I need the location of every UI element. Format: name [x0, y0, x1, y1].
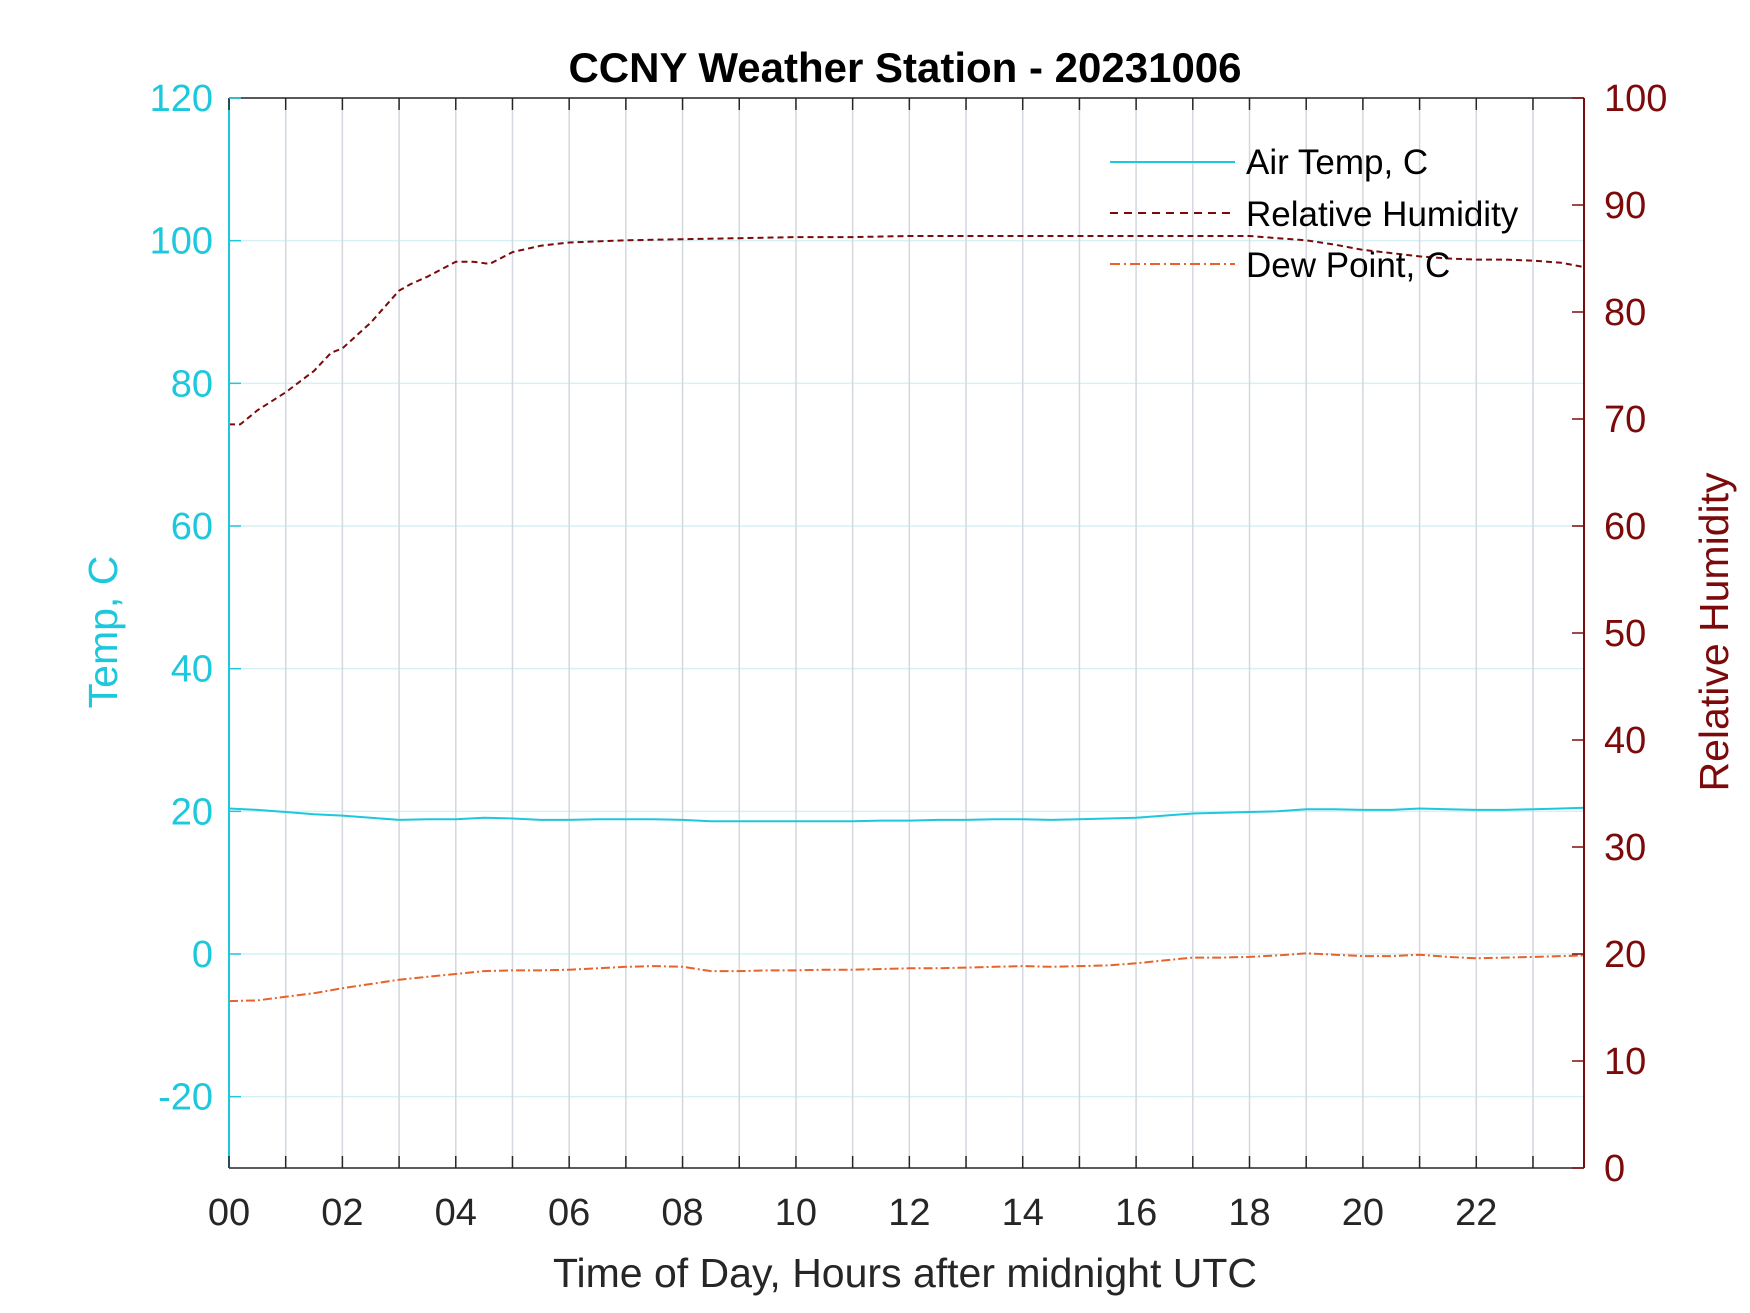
right-y-tick-label: 90: [1604, 185, 1646, 227]
data-series: [228, 235, 1585, 1003]
x-tick-label: 12: [888, 1192, 930, 1234]
x-tick-label: 22: [1455, 1192, 1497, 1234]
chart-title: CCNY Weather Station - 20231006: [568, 44, 1241, 91]
legend: Air Temp, C Relative Humidity Dew Point,…: [1110, 143, 1519, 285]
left-y-tick-label: 60: [171, 506, 213, 548]
x-tick-label: 04: [435, 1192, 477, 1234]
legend-label-relative-humidity: Relative Humidity: [1246, 195, 1519, 234]
left-y-axis-label: Temp, C: [80, 556, 126, 709]
x-tick-label: 08: [661, 1192, 703, 1234]
axes: 00 02 04 06 08 10 12 14 16 18 20 22-200204060801001…: [150, 78, 1668, 1234]
legend-label-air-temp: Air Temp, C: [1246, 143, 1428, 182]
x-tick-label: 02: [321, 1192, 363, 1234]
left-y-tick-label: -20: [158, 1077, 213, 1119]
right-y-tick-label: 10: [1604, 1041, 1646, 1083]
x-tick-label: 20: [1342, 1192, 1384, 1234]
right-y-tick-label: 20: [1604, 934, 1646, 976]
series-line-air-temp-c: [228, 806, 1585, 823]
left-y-tick-label: 40: [171, 649, 213, 691]
right-y-tick-label: 60: [1604, 506, 1646, 548]
x-tick-label: 00: [208, 1192, 250, 1234]
grid-lines: [229, 97, 1584, 1168]
series-line-relative-humidity: [229, 235, 1585, 426]
right-y-axis-label: Relative Humidity: [1691, 472, 1737, 791]
x-tick-label: 10: [775, 1192, 817, 1234]
right-y-tick-label: 70: [1604, 399, 1646, 441]
right-y-tick-label: 30: [1604, 827, 1646, 869]
left-y-tick-label: 0: [192, 934, 213, 976]
series-line-dew-point-c: [228, 952, 1585, 1003]
x-axis-label: Time of Day, Hours after midnight UTC: [553, 1250, 1257, 1296]
right-y-tick-label: 80: [1604, 292, 1646, 334]
left-y-tick-label: 120: [150, 78, 213, 120]
left-y-tick-label: 80: [171, 363, 213, 405]
right-y-tick-label: 40: [1604, 720, 1646, 762]
x-tick-label: 16: [1115, 1192, 1157, 1234]
left-y-tick-label: 20: [171, 791, 213, 833]
right-y-tick-label: 0: [1604, 1148, 1625, 1190]
x-tick-label: 06: [548, 1192, 590, 1234]
right-y-tick-label: 50: [1604, 613, 1646, 655]
x-tick-label: 18: [1228, 1192, 1270, 1234]
x-tick-label: 14: [1002, 1192, 1044, 1234]
left-y-tick-label: 100: [150, 221, 213, 263]
legend-label-dew-point: Dew Point, C: [1246, 246, 1450, 285]
right-y-tick-label: 100: [1604, 78, 1667, 120]
